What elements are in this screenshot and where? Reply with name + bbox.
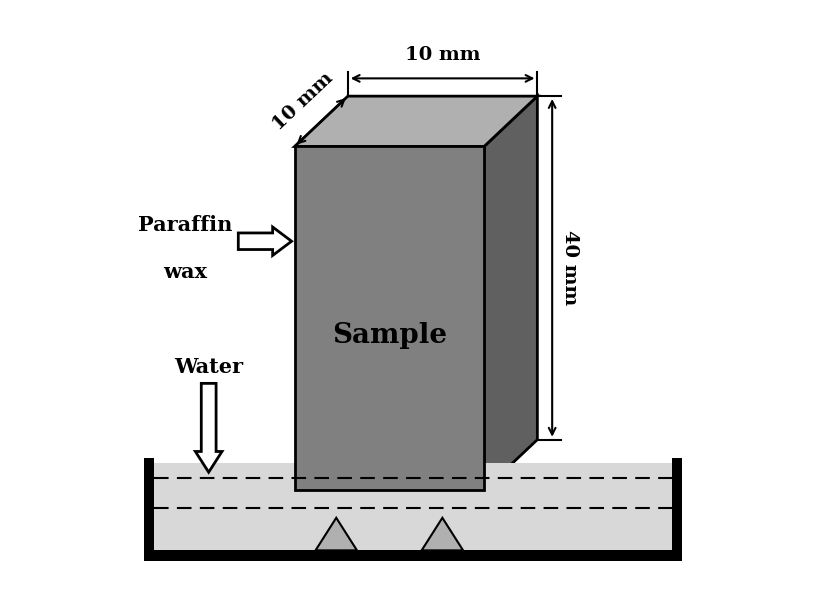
Bar (144, 550, 682, 561)
Polygon shape (316, 518, 357, 550)
Bar (154, 464, 672, 550)
Text: Sample: Sample (332, 322, 447, 349)
Text: Water: Water (174, 358, 243, 377)
Text: wax: wax (163, 262, 207, 282)
Polygon shape (196, 383, 222, 472)
Polygon shape (295, 96, 538, 146)
Text: 40 mm: 40 mm (561, 230, 579, 305)
Text: Paraffin: Paraffin (138, 215, 232, 235)
Text: 10 mm: 10 mm (269, 70, 336, 134)
Bar (295, 146, 484, 490)
Polygon shape (421, 518, 463, 550)
Text: 10 mm: 10 mm (405, 46, 481, 64)
Polygon shape (238, 227, 292, 255)
Bar (672, 458, 682, 561)
Polygon shape (484, 96, 538, 490)
Bar (144, 458, 154, 561)
